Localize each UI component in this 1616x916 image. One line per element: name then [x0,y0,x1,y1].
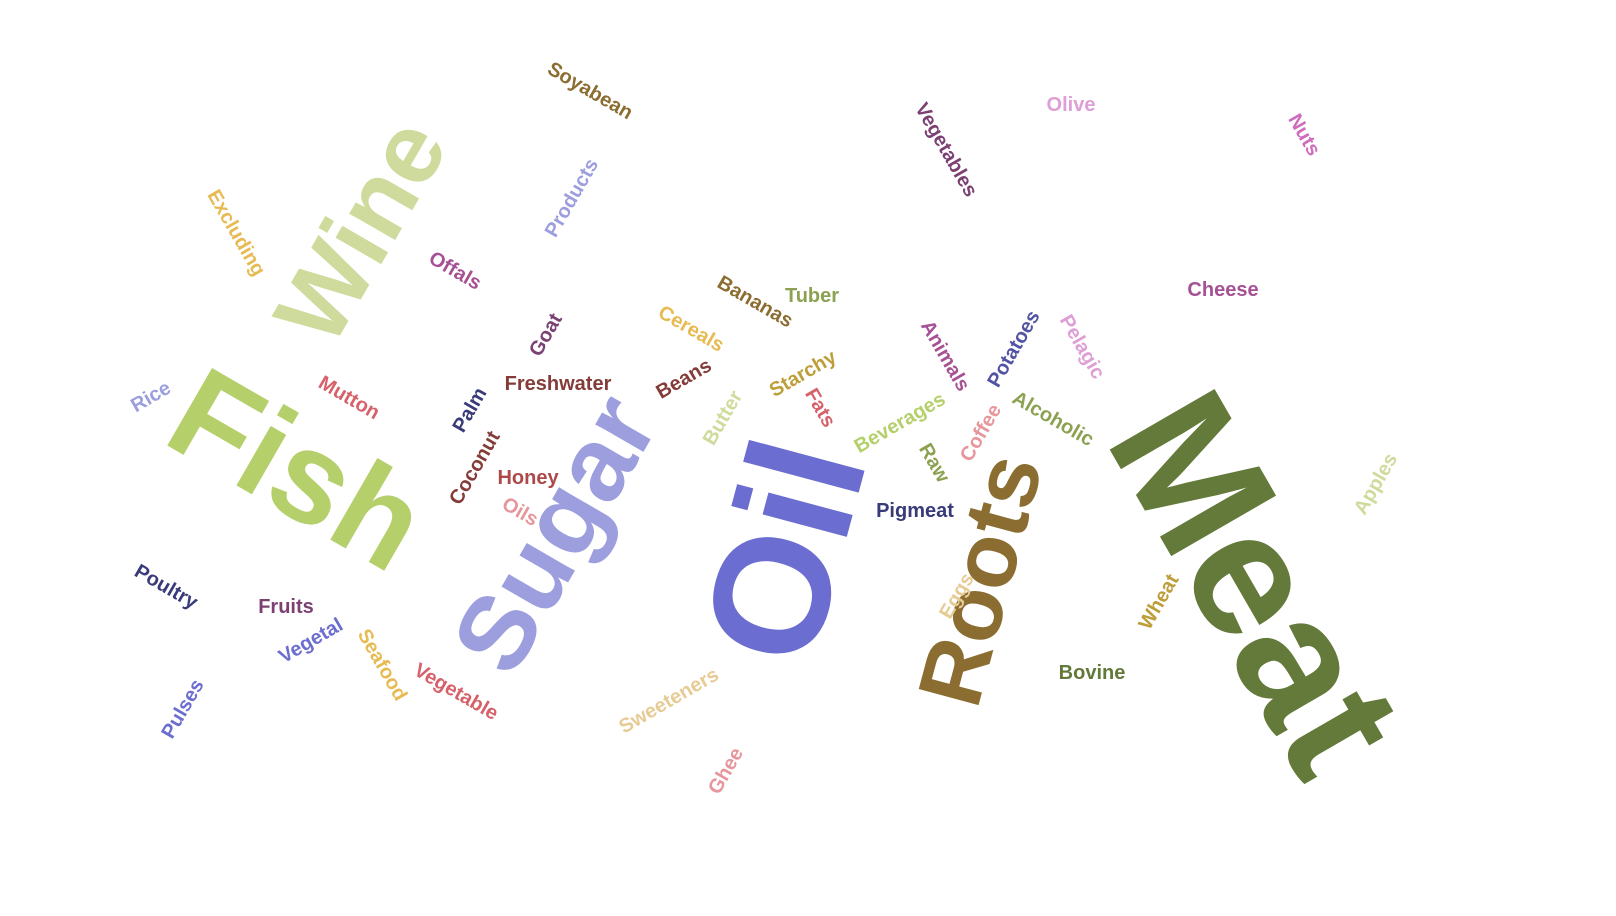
word-pulses: Pulses [157,676,208,743]
word-soyabean: Soyabean [544,58,637,124]
word-fruits: Fruits [258,596,314,618]
word-potatoes: Potatoes [983,307,1044,391]
word-raw: Raw [914,440,954,487]
word-sweeteners: Sweeteners [615,664,722,739]
word-fish: Fish [146,339,450,599]
word-freshwater: Freshwater [505,373,612,395]
word-fats: Fats [800,385,840,432]
word-pelagic: Pelagic [1055,311,1109,383]
word-tuber: Tuber [785,285,839,307]
word-wine: Wine [253,100,469,362]
word-rice: Rice [127,377,175,417]
word-roots: Roots [900,444,1063,716]
word-poultry: Poultry [131,560,202,614]
word-offals: Offals [425,247,485,294]
word-ghee: Ghee [704,744,748,798]
word-coconut: Coconut [445,427,505,509]
word-animals: Animals [916,317,974,395]
word-goat: Goat [525,309,567,360]
word-cereals: Cereals [654,301,728,356]
word-pigmeat: Pigmeat [876,500,954,522]
word-oil: Oil [667,421,902,681]
word-cheese: Cheese [1187,279,1258,301]
word-excluding: Excluding [203,186,270,280]
word-products: Products [541,155,603,241]
word-vegetables: Vegetables [910,99,981,201]
word-bovine: Bovine [1059,662,1126,684]
word-cloud-words: Meat Oil Fish Sugar Wine Roots Soyabean … [127,58,1441,806]
word-seafood: Seafood [353,625,412,704]
word-vegetable: Vegetable [410,659,502,725]
word-alcoholic: Alcoholic [1009,387,1098,451]
word-beans: Beans [653,354,716,403]
word-vegetal: Vegetal [275,614,347,668]
word-honey: Honey [497,467,559,489]
word-meat: Meat [1071,360,1441,805]
word-nuts: Nuts [1283,110,1324,159]
word-apples: Apples [1350,450,1402,519]
word-olive: Olive [1047,94,1096,116]
